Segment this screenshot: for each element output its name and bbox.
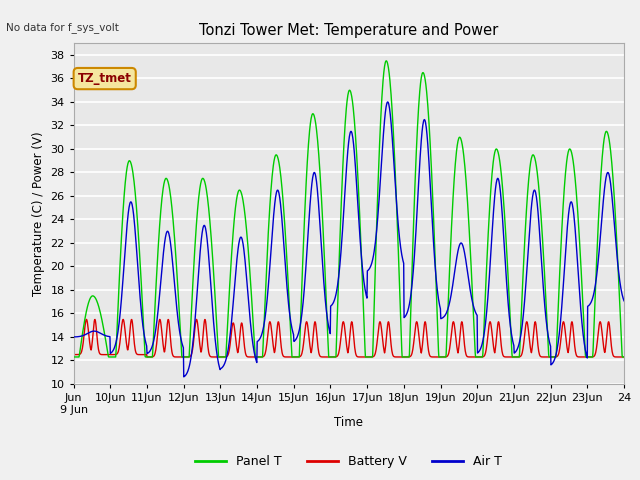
Panel T — [555, 287, 563, 292]
Title: Tonzi Tower Met: Temperature and Power: Tonzi Tower Met: Temperature and Power — [199, 23, 499, 38]
Panel T — [192, 228, 200, 233]
Air T — [180, 374, 188, 380]
Air T — [435, 299, 443, 304]
Air T — [193, 300, 200, 306]
Air T — [384, 99, 392, 105]
X-axis label: Time: Time — [334, 416, 364, 429]
Panel T — [179, 354, 186, 360]
Battery V — [620, 354, 628, 360]
Line: Air T: Air T — [74, 102, 624, 377]
Panel T — [507, 319, 515, 325]
Battery V — [435, 354, 442, 360]
Battery V — [179, 354, 186, 360]
Battery V — [436, 354, 444, 360]
Text: No data for f_sys_volt: No data for f_sys_volt — [6, 22, 119, 33]
Air T — [620, 298, 628, 304]
Air T — [179, 343, 186, 348]
Line: Battery V: Battery V — [74, 320, 624, 357]
Battery V — [193, 317, 200, 323]
Panel T — [253, 354, 261, 360]
Panel T — [382, 58, 390, 64]
Air T — [507, 326, 515, 332]
Panel T — [70, 354, 77, 360]
Y-axis label: Temperature (C) / Power (V): Temperature (C) / Power (V) — [32, 132, 45, 296]
Air T — [254, 338, 262, 344]
Battery V — [556, 348, 563, 354]
Battery V — [70, 352, 77, 358]
Legend: Panel T, Battery V, Air T: Panel T, Battery V, Air T — [190, 450, 508, 473]
Battery V — [254, 354, 262, 360]
Line: Panel T: Panel T — [74, 61, 624, 357]
Text: TZ_tmet: TZ_tmet — [78, 72, 132, 85]
Battery V — [507, 354, 515, 360]
Battery V — [192, 318, 200, 324]
Air T — [70, 334, 77, 340]
Air T — [556, 330, 563, 336]
Panel T — [620, 354, 628, 360]
Panel T — [435, 348, 442, 354]
